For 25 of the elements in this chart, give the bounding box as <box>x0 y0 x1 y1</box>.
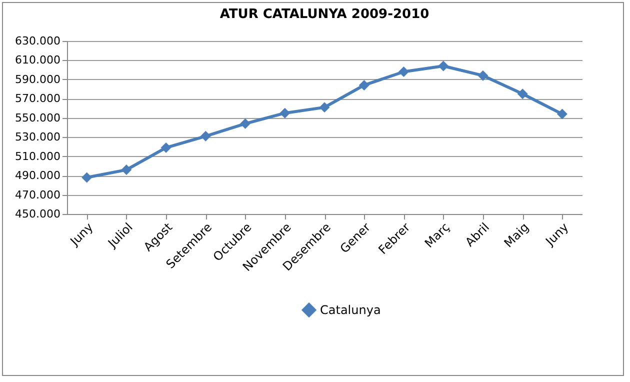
point <box>517 88 528 100</box>
point <box>319 102 330 113</box>
y-tick-label: 550.000 <box>15 111 60 124</box>
y-tick-label: 590.000 <box>15 72 60 86</box>
legend-label: Catalunya <box>320 303 381 317</box>
point <box>398 66 409 77</box>
point <box>438 60 449 72</box>
y-tick-label: 530.000 <box>15 130 60 144</box>
y-tick-label: 570.000 <box>15 92 60 106</box>
y-tick-label: 630.000 <box>15 34 60 48</box>
chart-title: ATUR CATALUNYA 2009-2010 <box>220 7 430 22</box>
point <box>556 108 568 120</box>
point <box>200 130 211 142</box>
point <box>82 172 92 183</box>
y-tick-label: 470.000 <box>15 188 60 202</box>
point <box>280 108 290 118</box>
point <box>121 164 132 176</box>
y-tick-label: 510.000 <box>15 150 60 163</box>
point <box>240 118 251 129</box>
point <box>160 142 172 153</box>
y-tick-label: 610.000 <box>15 54 60 67</box>
y-tick-label: 490.000 <box>15 169 60 182</box>
y-tick-label: 450.000 <box>15 208 60 220</box>
point <box>358 80 370 90</box>
point <box>478 70 488 81</box>
